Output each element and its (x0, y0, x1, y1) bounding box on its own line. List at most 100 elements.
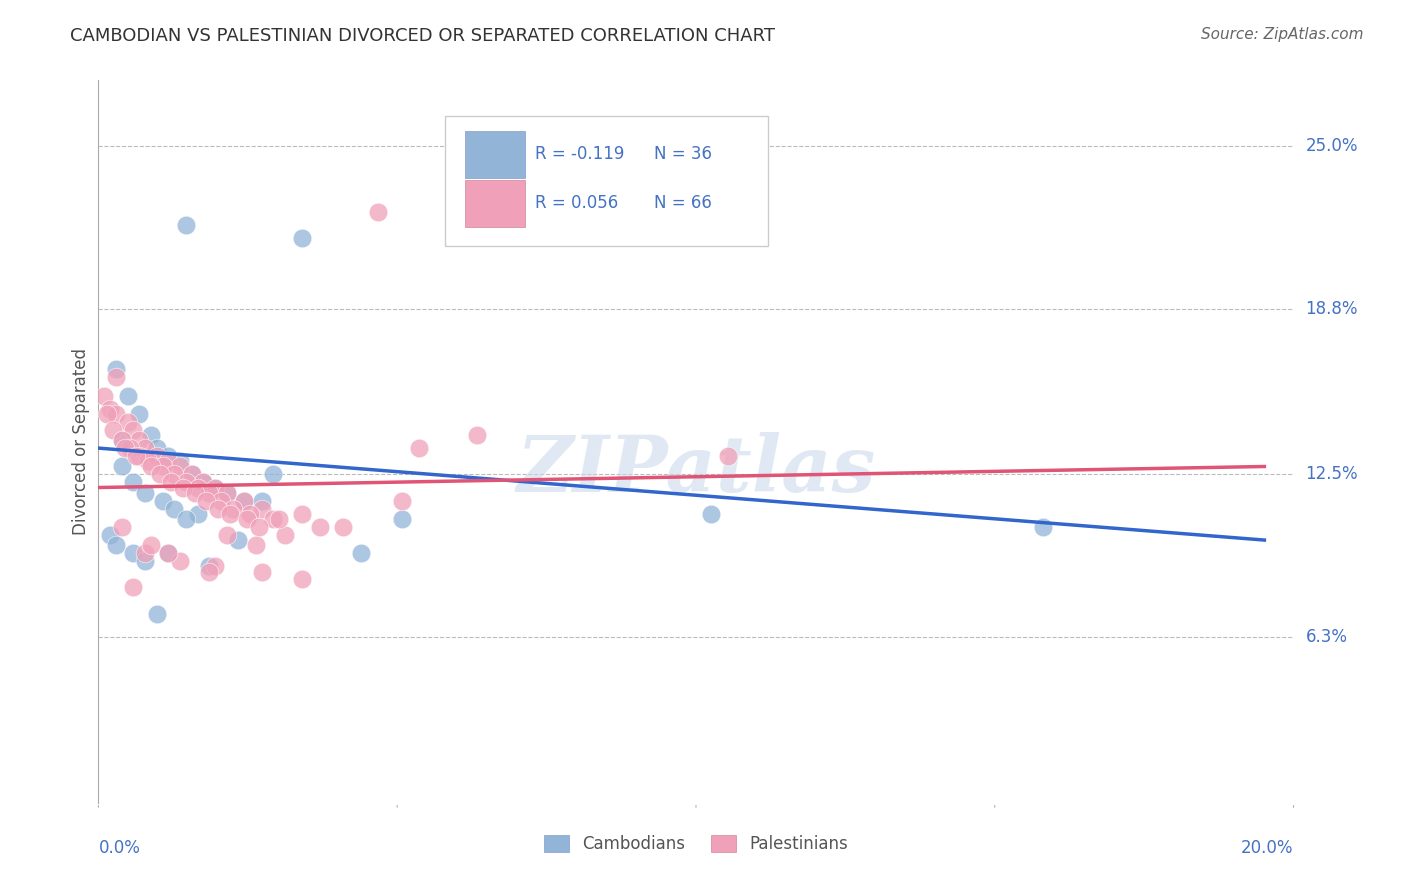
Point (136, 454, 159, 468)
Point (152, 493, 174, 508)
Point (128, 449, 150, 463)
Point (145, 441, 167, 455)
Point (262, 467, 284, 482)
Point (157, 546, 180, 560)
Point (250, 501, 273, 516)
Point (104, 370, 127, 384)
Point (699, 507, 721, 521)
Point (183, 485, 205, 500)
Point (122, 546, 145, 560)
Point (128, 407, 150, 421)
Point (291, 507, 314, 521)
Point (122, 423, 145, 437)
Point (274, 528, 297, 542)
Point (350, 546, 373, 560)
Point (134, 546, 156, 560)
Point (139, 428, 162, 442)
Text: R = -0.119: R = -0.119 (534, 145, 624, 163)
Text: 12.5%: 12.5% (1306, 466, 1358, 483)
Point (332, 520, 354, 534)
Point (239, 507, 262, 521)
Point (221, 501, 243, 516)
Point (215, 485, 238, 500)
Point (104, 407, 127, 421)
Point (198, 485, 221, 500)
Point (172, 481, 194, 495)
Point (120, 441, 142, 455)
Point (467, 428, 489, 442)
Point (174, 512, 197, 526)
Point (114, 441, 136, 455)
FancyBboxPatch shape (446, 117, 768, 246)
Point (98, 401, 121, 416)
Point (104, 538, 127, 552)
Point (111, 520, 134, 534)
FancyBboxPatch shape (465, 180, 524, 227)
Point (391, 493, 413, 508)
Point (122, 580, 145, 594)
Point (1032, 520, 1054, 534)
Point (111, 459, 134, 474)
Point (145, 449, 167, 463)
Point (717, 449, 740, 463)
Point (145, 607, 167, 621)
Point (204, 481, 226, 495)
Point (160, 475, 183, 490)
Text: CAMBODIAN VS PALESTINIAN DIVORCED OR SEPARATED CORRELATION CHART: CAMBODIAN VS PALESTINIAN DIVORCED OR SEP… (70, 27, 775, 45)
Point (117, 388, 139, 402)
FancyBboxPatch shape (465, 131, 524, 178)
Point (134, 485, 156, 500)
Point (193, 475, 215, 490)
Point (233, 493, 256, 508)
Point (228, 533, 250, 547)
Point (247, 520, 270, 534)
Text: N = 66: N = 66 (654, 194, 711, 212)
Point (309, 520, 332, 534)
Text: 20.0%: 20.0% (1241, 838, 1294, 857)
Point (157, 449, 180, 463)
Text: N = 36: N = 36 (654, 145, 713, 163)
Point (367, 204, 389, 219)
Point (204, 559, 226, 574)
Point (122, 475, 145, 490)
Point (169, 459, 191, 474)
Point (291, 573, 314, 587)
Point (269, 512, 291, 526)
Point (180, 467, 202, 482)
Point (163, 501, 186, 516)
Point (174, 218, 197, 232)
Point (186, 507, 208, 521)
Point (149, 467, 172, 482)
Point (93, 388, 115, 402)
Point (233, 493, 256, 508)
Point (98, 528, 121, 542)
Point (391, 512, 413, 526)
Point (236, 512, 259, 526)
Point (134, 441, 156, 455)
Text: 18.8%: 18.8% (1306, 300, 1358, 318)
Point (169, 554, 191, 568)
Point (157, 546, 180, 560)
Point (408, 441, 430, 455)
Point (163, 467, 186, 482)
Point (117, 415, 139, 429)
Point (169, 454, 191, 468)
Point (134, 554, 156, 568)
Point (250, 493, 273, 508)
Y-axis label: Divorced or Separated: Divorced or Separated (72, 348, 90, 535)
Point (215, 528, 238, 542)
Point (207, 501, 229, 516)
Text: ZIPatlas: ZIPatlas (516, 433, 876, 508)
Legend: Cambodians, Palestinians: Cambodians, Palestinians (537, 828, 855, 860)
Point (193, 475, 215, 490)
Text: Source: ZipAtlas.com: Source: ZipAtlas.com (1201, 27, 1364, 42)
Point (204, 481, 226, 495)
Text: 25.0%: 25.0% (1306, 137, 1358, 155)
Point (96, 407, 118, 421)
Point (101, 423, 124, 437)
Point (174, 475, 197, 490)
Point (104, 362, 127, 376)
Point (139, 538, 162, 552)
Point (250, 565, 273, 579)
Point (128, 434, 150, 448)
